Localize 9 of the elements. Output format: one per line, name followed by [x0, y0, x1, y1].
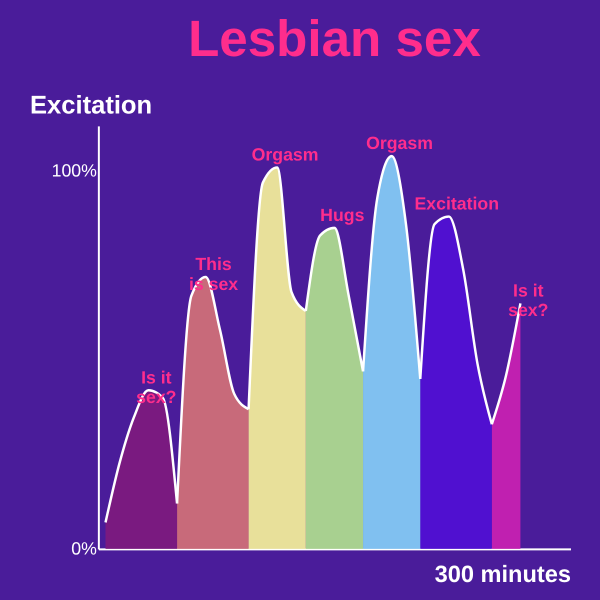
chart-title: Lesbian sex — [188, 10, 482, 68]
series-label: Hugs — [320, 204, 365, 225]
y-tick-label: 100% — [52, 160, 98, 181]
series-label: Excitation — [414, 194, 500, 214]
x-axis-title: 300 minutes — [434, 562, 571, 588]
series-label: Orgasm — [366, 133, 433, 154]
y-axis-title: Excitation — [30, 92, 152, 120]
series-label: Orgasm — [252, 144, 318, 165]
y-tick-label: 0% — [71, 538, 98, 558]
